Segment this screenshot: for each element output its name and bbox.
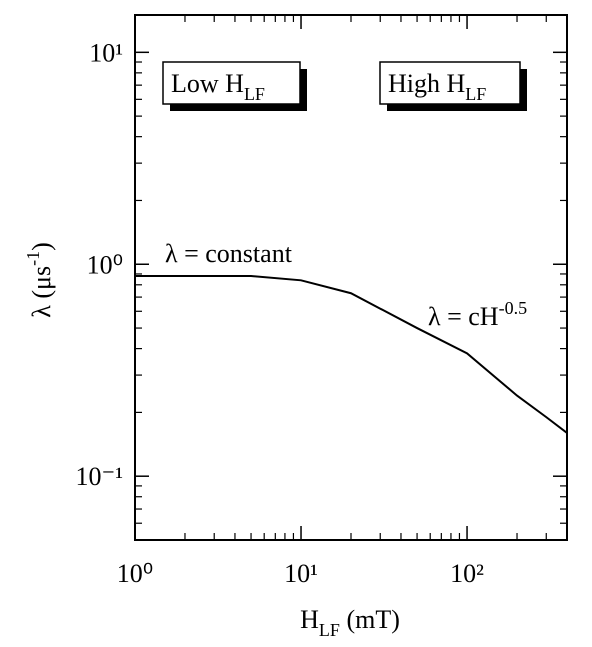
box-label-sub: LF [244,84,265,104]
y-axis-label: λ (μs-1) [23,242,56,318]
annotation: λ = constant [165,239,293,268]
y-tick-label: 10⁰ [87,250,123,279]
x-axis-label-main: H [300,605,319,634]
x-axis-label: HLF (mT) [300,605,400,640]
y-axis-label-rest: ) [27,242,56,251]
box-label-main: High H [388,69,466,98]
annotation-box [162,61,301,105]
box-label: High HLF [388,69,486,104]
box-label: Low HLF [171,69,265,104]
y-axis-label-sup: -1 [23,251,43,266]
annotation-main: λ = constant [165,239,293,268]
y-axis-label-main: λ (μs [27,266,56,318]
x-axis-label-sub: LF [319,620,340,640]
annotation-box [379,61,521,105]
x-tick-label: 10¹ [284,559,318,588]
data-line [135,275,568,434]
y-tick-label: 10¹ [89,38,123,67]
x-tick-label: 10⁰ [117,559,153,588]
annotation: λ = cH-0.5 [428,298,527,331]
box-label-sub: LF [465,84,486,104]
y-tick-label: 10⁻¹ [75,462,123,491]
box-label-main: Low H [171,69,244,98]
x-tick-label: 10² [450,559,484,588]
annotation-sup: -0.5 [499,298,528,318]
annotation-main: λ = cH [428,302,499,331]
x-axis-label-rest: (mT) [340,605,400,634]
